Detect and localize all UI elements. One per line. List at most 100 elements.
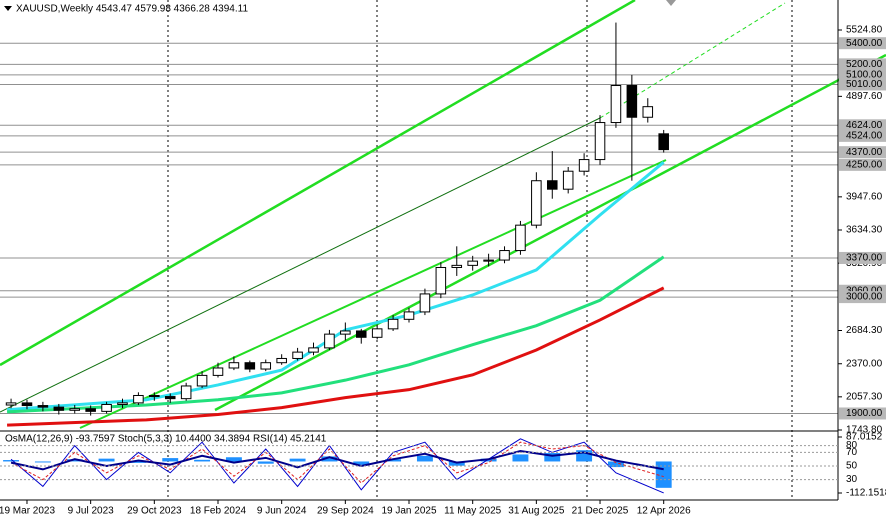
shift-marker[interactable]	[666, 0, 676, 6]
level-label: 3370.00	[846, 253, 883, 264]
y-tick-label: 3947.60	[846, 191, 883, 202]
x-tick-label: 11 May 2025	[444, 506, 502, 517]
candle-body	[340, 330, 351, 335]
level-label: 5010.00	[846, 79, 883, 90]
moving-average	[7, 286, 665, 427]
moving-average	[7, 255, 665, 414]
x-tick-label: 9 Jul 2023	[68, 506, 115, 517]
candle-body	[642, 106, 654, 118]
level-label: 5100.00	[846, 70, 883, 81]
x-tick-label: 18 Feb 2024	[190, 506, 247, 517]
candle-body	[499, 250, 510, 261]
level-box	[839, 58, 886, 71]
level-box	[839, 158, 886, 171]
y-tick-label: 4897.60	[846, 91, 883, 102]
osma-bar	[194, 459, 211, 462]
y-tick-label: 2370.00	[846, 358, 883, 369]
x-tick-label: 31 Aug 2025	[508, 506, 565, 517]
indicator-line	[10, 450, 664, 471]
x-tick-label: 29 Oct 2023	[127, 506, 182, 517]
candle-body	[419, 293, 431, 313]
level-box	[839, 78, 886, 91]
level-box	[839, 291, 886, 304]
level-box	[839, 251, 886, 264]
indicator-tick-label: -112.1518	[846, 488, 886, 499]
candle-body	[387, 318, 399, 330]
trendlines	[0, 0, 886, 429]
level-label: 4250.00	[846, 159, 883, 170]
level-box	[839, 68, 886, 81]
level-label: 4370.00	[846, 147, 883, 158]
x-tick-label: 19 Jan 2025	[381, 506, 436, 517]
y-tick-label: 5524.80	[846, 25, 883, 36]
osma-bar	[353, 461, 370, 465]
osma-bar	[34, 461, 51, 463]
level-label: 5200.00	[846, 59, 883, 70]
candle-body	[5, 402, 17, 406]
osma-bar	[162, 458, 179, 462]
channel-line	[79, 159, 667, 429]
candle-body	[403, 311, 415, 320]
candle-body	[324, 333, 335, 349]
candle-body	[164, 396, 176, 400]
channel-line	[0, 117, 601, 413]
level-label: 3060.00	[846, 285, 883, 296]
osma-bar	[321, 456, 338, 462]
osma-bar	[607, 461, 624, 468]
candle-body	[515, 224, 526, 252]
indicator-level-label: 70	[846, 447, 858, 458]
candle-body	[212, 367, 224, 376]
menu-arrow[interactable]	[4, 6, 12, 11]
osma-bar	[257, 461, 274, 464]
osma-bar	[512, 454, 529, 462]
level-box	[839, 37, 886, 50]
candle-body	[451, 264, 463, 268]
osma-bar	[3, 460, 20, 462]
candle-body	[594, 122, 606, 161]
candle-body	[85, 408, 96, 412]
indicator-title: OsMA(12,26,9) -93.7597 Stoch(5,3,3) 10.4…	[5, 434, 327, 445]
level-label: 3000.00	[846, 292, 883, 303]
candle-body	[371, 328, 383, 338]
y-tick-label: 3634.30	[846, 225, 883, 236]
y-tick-label: 2684.30	[846, 325, 883, 336]
osma-bar	[416, 455, 433, 462]
x-tick-label: 19 Mar 2023	[0, 506, 55, 517]
channel-line	[0, 0, 636, 367]
candle-body	[308, 347, 319, 353]
candle-body	[196, 374, 208, 387]
candle-body	[435, 266, 447, 295]
candle-body	[260, 362, 272, 370]
indicator-tick-label: 87.0152	[846, 432, 883, 443]
candle-body	[69, 408, 81, 411]
candle-body	[578, 159, 590, 172]
x-tick-label: 29 Sep 2024	[317, 506, 374, 517]
level-box	[839, 119, 886, 132]
x-tick-label: 21 Dec 2025	[572, 506, 629, 517]
level-box	[839, 129, 886, 142]
candle-body	[483, 259, 494, 262]
candle-body	[292, 351, 303, 359]
osma-bar	[544, 453, 561, 462]
candle-body	[658, 133, 669, 151]
osma-bar	[98, 458, 115, 462]
osma-bar	[66, 459, 83, 462]
indicator-level-label: 80	[846, 440, 858, 451]
candle-body	[53, 406, 65, 411]
candle-body	[562, 170, 574, 190]
candle-body	[101, 403, 112, 412]
osma-bar	[576, 450, 593, 462]
candle-body	[244, 362, 256, 370]
osma-bar	[130, 461, 147, 463]
candle-body	[276, 357, 287, 364]
indicator-line	[10, 441, 664, 484]
candle-body	[37, 405, 49, 408]
indicator-level-label: 30	[846, 474, 858, 485]
candle-body	[610, 85, 622, 124]
candle-body	[467, 260, 478, 266]
level-label: 5400.00	[846, 38, 883, 49]
plot	[3, 22, 672, 494]
candle-body	[355, 330, 367, 338]
channel-line	[214, 53, 886, 412]
x-tick-label: 12 Apr 2026	[637, 506, 691, 517]
